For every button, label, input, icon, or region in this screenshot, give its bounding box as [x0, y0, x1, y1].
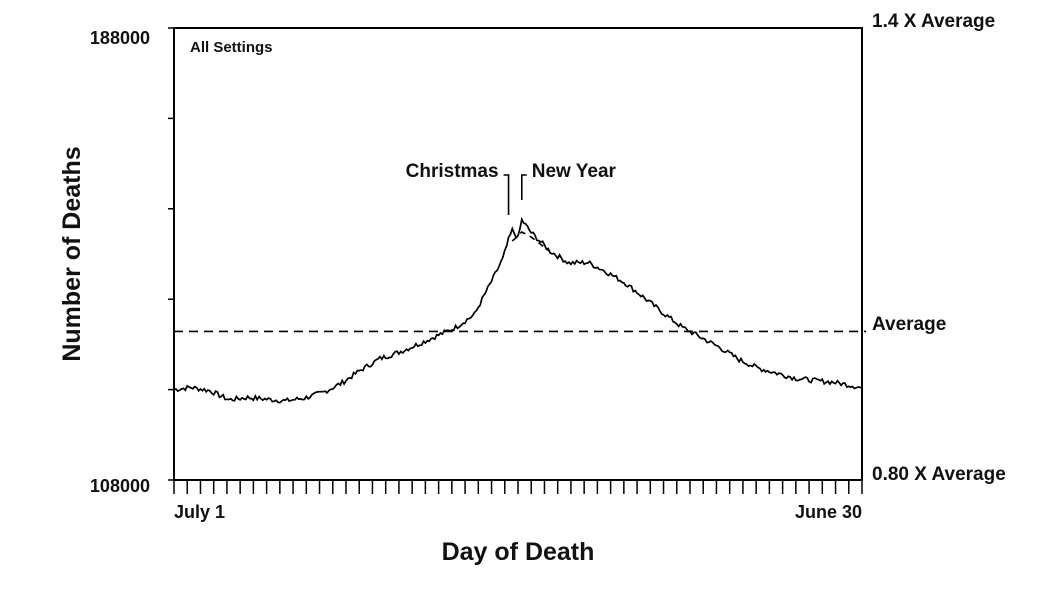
secondary-y-label-bottom: 0.80 X Average	[872, 464, 1006, 485]
x-ticks	[173, 480, 863, 494]
new-year-label: New Year	[532, 161, 617, 182]
christmas-callout-line	[503, 174, 510, 215]
new-year-callout-line	[520, 174, 527, 200]
secondary-y-label-top: 1.4 X Average	[872, 11, 995, 32]
x-axis-title: Day of Death	[442, 538, 595, 566]
christmas-label: Christmas	[406, 161, 499, 182]
holiday-callouts: Christmas New Year	[406, 161, 617, 215]
solid-series-line	[173, 216, 863, 404]
x-tick-label-start: July 1	[174, 502, 225, 522]
dashed-series-line	[511, 231, 551, 253]
x-tick-label-end: June 30	[795, 502, 862, 522]
secondary-y-label-average: Average	[872, 314, 946, 335]
y-tick-label-bottom: 108000	[90, 476, 150, 496]
plot-frame	[173, 27, 863, 481]
y-minor-ticks	[168, 27, 174, 481]
y-axis-title: Number of Deaths	[58, 146, 86, 361]
panel-label: All Settings	[190, 39, 273, 56]
y-tick-label-top: 188000	[90, 28, 150, 48]
